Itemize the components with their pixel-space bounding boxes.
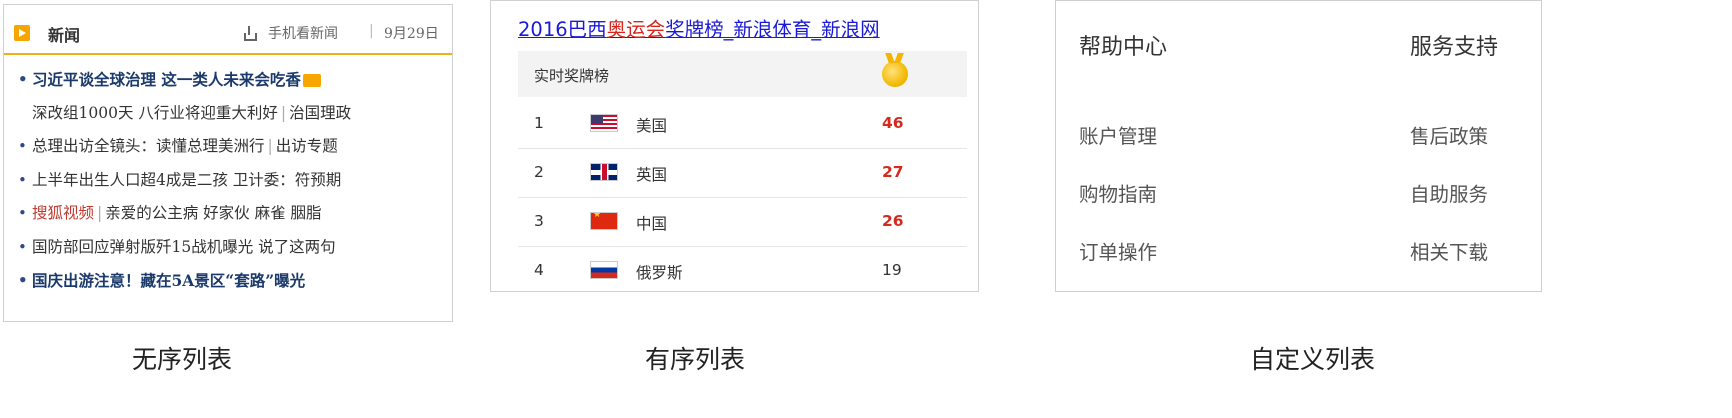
medal-row[interactable]: 1 美国 46 bbox=[518, 99, 967, 149]
uk-flag-icon bbox=[590, 163, 618, 181]
russia-flag-icon bbox=[590, 261, 618, 279]
medal-row[interactable]: 3 中国 26 bbox=[518, 197, 967, 247]
mobile-news-label[interactable]: 手机看新闻 bbox=[268, 26, 338, 42]
help-link-downloads[interactable]: 相关下载 bbox=[1410, 241, 1489, 264]
bullet: • bbox=[18, 137, 27, 155]
gold-count: 26 bbox=[882, 212, 904, 230]
news-item[interactable]: • 习近平谈全球治理 这一类人未来会吃香 bbox=[4, 63, 452, 97]
title-suffix[interactable]: 奖牌榜_新浪体育_新浪网 bbox=[665, 18, 880, 41]
bullet: • bbox=[18, 271, 28, 289]
gold-count: 19 bbox=[882, 261, 902, 279]
rank: 2 bbox=[534, 163, 544, 181]
news-link[interactable]: 上半年出生人口超4成是二孩 卫计委：符预期 bbox=[32, 170, 342, 189]
news-topic-link[interactable]: 出访专题 bbox=[275, 137, 338, 155]
help-link-after-sales[interactable]: 售后政策 bbox=[1410, 125, 1489, 148]
help-center-heading: 帮助中心 bbox=[1079, 35, 1168, 60]
country-name: 俄罗斯 bbox=[636, 264, 683, 282]
news-item[interactable]: • 国庆出游注意！藏在5A景区“套路”曝光 bbox=[4, 264, 452, 298]
bullet: • bbox=[18, 70, 28, 88]
news-link[interactable]: 总理出访全镜头：读懂总理美洲行 bbox=[32, 137, 265, 155]
caption-unordered-list: 无序列表 bbox=[132, 345, 233, 374]
help-link-account[interactable]: 账户管理 bbox=[1079, 125, 1158, 148]
link-separator: | bbox=[267, 137, 273, 155]
service-support-heading: 服务支持 bbox=[1410, 35, 1499, 60]
news-link[interactable]: 习近平谈全球治理 这一类人未来会吃香 bbox=[32, 70, 301, 89]
gold-medal-icon bbox=[882, 61, 908, 87]
title-prefix[interactable]: 2016巴西 bbox=[518, 18, 607, 41]
rank: 3 bbox=[534, 212, 544, 230]
title-accent[interactable]: 奥运会 bbox=[606, 18, 666, 41]
medal-row[interactable]: 2 英国 27 bbox=[518, 148, 967, 198]
rank: 1 bbox=[534, 114, 544, 132]
gold-count: 27 bbox=[882, 163, 904, 181]
country-name: 中国 bbox=[636, 215, 668, 233]
medal-table-header: 实时奖牌榜 bbox=[518, 51, 967, 97]
help-link-order[interactable]: 订单操作 bbox=[1079, 241, 1158, 264]
live-medal-label: 实时奖牌榜 bbox=[534, 67, 610, 85]
help-link-self-service[interactable]: 自助服务 bbox=[1410, 183, 1489, 206]
bullet: • bbox=[18, 237, 27, 256]
header-separator: | bbox=[369, 23, 374, 39]
help-link-shopping-guide[interactable]: 购物指南 bbox=[1079, 183, 1158, 206]
help-column: 服务支持 售后政策 自助服务 相关下载 bbox=[1410, 29, 1499, 264]
country-name: 美国 bbox=[636, 117, 668, 135]
play-icon bbox=[14, 25, 30, 41]
us-flag-icon bbox=[590, 114, 618, 132]
video-channel-link[interactable]: 搜狐视频 bbox=[32, 204, 95, 222]
news-date: 9月29日 bbox=[384, 26, 439, 42]
download-icon bbox=[243, 26, 258, 41]
news-item[interactable]: • 总理出访全镜头：读懂总理美洲行 | 出访专题 bbox=[4, 130, 452, 164]
news-item[interactable]: • 国防部回应弹射版歼15战机曝光 说了这两句 bbox=[4, 231, 452, 265]
help-panel: 帮助中心 账户管理 购物指南 订单操作 服务支持 售后政策 自助服务 相关下载 bbox=[1055, 0, 1542, 292]
news-item[interactable]: • 搜狐视频 | 亲爱的公主病 好家伙 麻雀 胭脂 bbox=[4, 197, 452, 231]
medal-panel: 2016巴西奥运会奖牌榜_新浪体育_新浪网 实时奖牌榜 1 美国 46 2 英国… bbox=[490, 0, 979, 292]
news-list: • 习近平谈全球治理 这一类人未来会吃香 深改组1000天 八行业将迎重大利好 |… bbox=[4, 63, 452, 298]
bullet: • bbox=[18, 204, 27, 222]
country-name: 英国 bbox=[636, 166, 668, 184]
mobile-news-link[interactable]: 手机看新闻 bbox=[243, 23, 338, 43]
medal-row[interactable]: 4 俄罗斯 19 bbox=[518, 246, 967, 295]
news-topic-link[interactable]: 治国理政 bbox=[289, 103, 352, 122]
help-column: 帮助中心 账户管理 购物指南 订单操作 bbox=[1079, 29, 1168, 264]
link-separator: | bbox=[97, 204, 103, 222]
news-item[interactable]: 深改组1000天 八行业将迎重大利好 | 治国理政 bbox=[4, 97, 452, 131]
rank: 4 bbox=[534, 261, 544, 279]
news-header: 新闻 手机看新闻 | 9月29日 bbox=[4, 5, 452, 55]
video-topics-link[interactable]: 亲爱的公主病 好家伙 麻雀 胭脂 bbox=[105, 204, 322, 222]
link-separator: | bbox=[280, 103, 287, 122]
caption-ordered-list: 有序列表 bbox=[645, 345, 746, 374]
caption-definition-list: 自定义列表 bbox=[1250, 345, 1376, 374]
medal-page-title-link[interactable]: 2016巴西奥运会奖牌榜_新浪体育_新浪网 bbox=[518, 13, 880, 42]
news-panel: 新闻 手机看新闻 | 9月29日 • 习近平谈全球治理 这一类人未来会吃香 深改… bbox=[3, 4, 453, 322]
news-title: 新闻 bbox=[48, 26, 81, 45]
news-item[interactable]: • 上半年出生人口超4成是二孩 卫计委：符预期 bbox=[4, 164, 452, 198]
bullet: • bbox=[18, 170, 27, 189]
video-icon bbox=[302, 74, 321, 87]
china-flag-icon bbox=[590, 212, 618, 230]
gold-count: 46 bbox=[882, 114, 904, 132]
news-link[interactable]: 深改组1000天 八行业将迎重大利好 bbox=[32, 103, 278, 122]
news-link[interactable]: 国防部回应弹射版歼15战机曝光 说了这两句 bbox=[32, 237, 336, 256]
news-link[interactable]: 国庆出游注意！藏在5A景区“套路”曝光 bbox=[32, 271, 306, 290]
